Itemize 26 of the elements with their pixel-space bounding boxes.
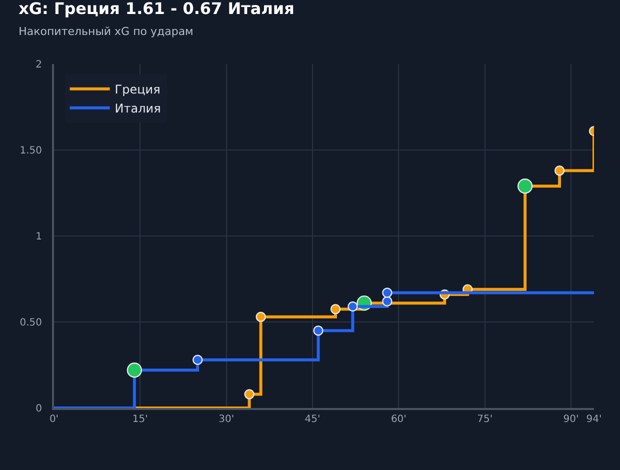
y-tick-label: 1 [36,232,42,242]
y-tick-label: 2 [36,60,42,70]
point [330,304,341,314]
point [244,389,254,400]
y-tick-label: 1.50 [20,146,42,156]
x-tick-label: 94' [586,414,602,425]
point [256,312,266,322]
x-tick-label: 45' [304,414,320,425]
point [313,326,324,336]
point [382,296,392,306]
x-tick-label: 90' [563,414,579,425]
x-tick-label: 30' [218,414,234,425]
chart-subtitle: Накопительный xG по ударам [18,24,194,38]
x-tick-label: 75' [477,414,493,425]
legend-label: Италия [114,102,161,116]
x-tick-label: 15' [132,414,148,425]
point [192,354,203,365]
point [348,301,358,312]
y-tick-label: 0 [36,404,42,414]
x-tick-label: 60' [390,414,406,425]
y-tick-label: 0.50 [20,318,42,328]
chart-title: xG: Греция 1.61 - 0.67 Италия [18,0,294,18]
legend-label: Греция [114,82,160,96]
point [382,288,392,298]
point [554,166,565,176]
x-tick-label: 0' [49,414,59,425]
